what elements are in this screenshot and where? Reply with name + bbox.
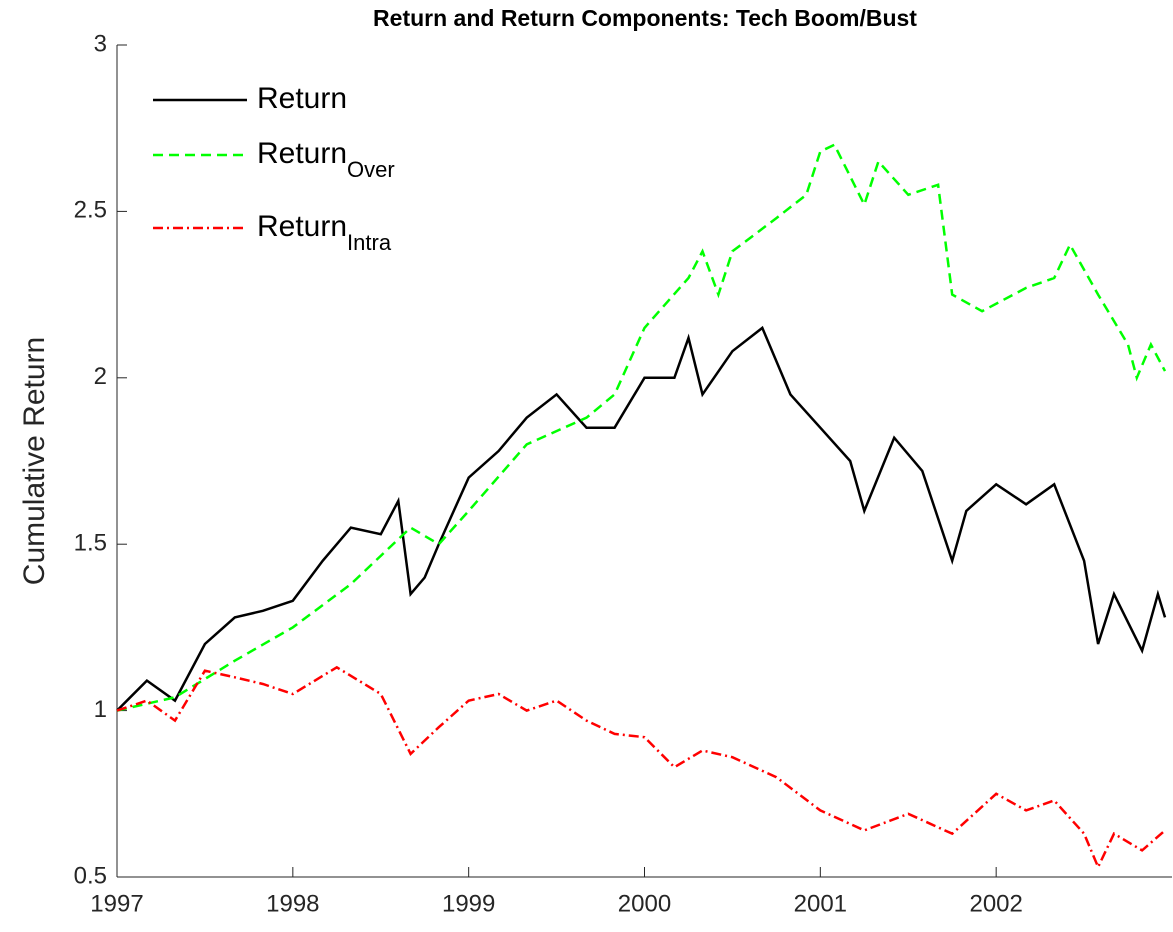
x-tick-label: 2001 <box>794 890 847 917</box>
legend-subscript: Intra <box>347 230 392 255</box>
legend-name: Return <box>257 82 347 115</box>
y-tick-label: 1.5 <box>74 530 107 557</box>
series-line <box>116 665 1166 871</box>
legend-subscript: Over <box>347 157 395 182</box>
legend-label: ReturnIntra <box>257 210 392 255</box>
x-tick-label: 1997 <box>90 890 143 917</box>
x-tick-label: 1998 <box>266 890 319 917</box>
legend-label: ReturnOver <box>257 137 395 182</box>
chart-title: Return and Return Components: Tech Boom/… <box>373 5 917 31</box>
series-line <box>116 325 1167 712</box>
legend-name: Return <box>257 137 347 170</box>
y-tick-label: 2.5 <box>74 197 107 224</box>
series-line <box>116 143 1167 712</box>
y-tick-label: 1 <box>94 696 107 723</box>
y-axis-label: Cumulative Return <box>18 337 51 585</box>
x-tick-label: 1999 <box>442 890 495 917</box>
x-tick-label: 2002 <box>969 890 1022 917</box>
legend-name: Return <box>257 210 347 243</box>
y-tick-label: 0.5 <box>74 862 107 889</box>
y-tick-label: 3 <box>94 30 107 57</box>
y-tick-label: 2 <box>94 363 107 390</box>
x-tick-label: 2000 <box>618 890 671 917</box>
legend-label: Return <box>257 82 347 115</box>
